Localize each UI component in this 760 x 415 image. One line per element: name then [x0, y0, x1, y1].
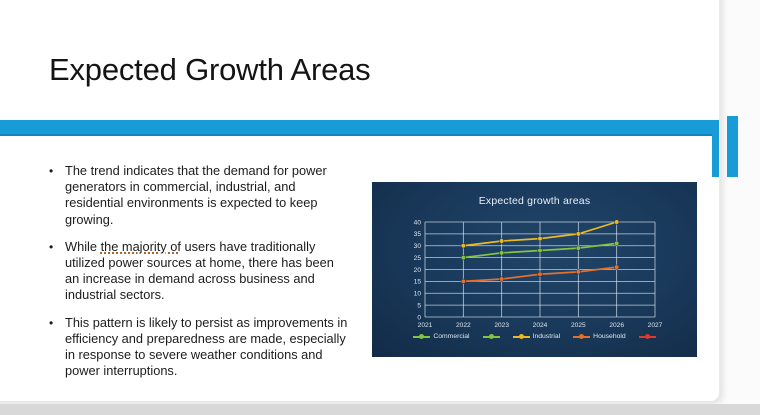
svg-text:25: 25 [414, 255, 422, 262]
bullet-item: While the majority of users have traditi… [48, 239, 351, 304]
legend-item [482, 334, 500, 339]
svg-text:2025: 2025 [571, 322, 586, 329]
svg-text:2027: 2027 [648, 322, 663, 329]
legend-marker-icon [413, 334, 431, 339]
chart-legend: Commercial Industrial Household [372, 333, 697, 340]
svg-text:35: 35 [414, 231, 422, 238]
svg-text:2024: 2024 [533, 322, 548, 329]
bullet-list: The trend indicates that the demand for … [48, 163, 351, 390]
svg-text:2026: 2026 [609, 322, 624, 329]
svg-text:10: 10 [414, 291, 422, 298]
bullet-item: The trend indicates that the demand for … [48, 163, 351, 228]
accent-bar-hook [712, 120, 719, 177]
legend-marker-icon [638, 334, 656, 339]
svg-text:5: 5 [417, 302, 421, 309]
accent-bar-vertical [727, 116, 738, 177]
bullet-text-pre: While [65, 238, 101, 254]
legend-label: Industrial [532, 333, 561, 340]
bullet-text: This pattern is likely to persist as imp… [65, 314, 348, 379]
legend-marker-icon [482, 334, 500, 339]
chart-title: Expected growth areas [478, 195, 591, 207]
bullet-text: The trend indicates that the demand for … [65, 163, 327, 227]
svg-text:15: 15 [414, 279, 422, 286]
page-title: Expected Growth Areas [49, 52, 371, 87]
legend-label: Household [593, 333, 626, 340]
legend-item [638, 334, 656, 339]
svg-text:2022: 2022 [456, 322, 471, 329]
svg-text:0: 0 [417, 314, 421, 321]
bullet-item: This pattern is likely to persist as imp… [48, 315, 351, 380]
canvas-bottom-strip [0, 404, 760, 415]
accent-bar-horizontal [0, 120, 719, 136]
legend-marker-icon [573, 334, 591, 339]
svg-text:20: 20 [414, 267, 422, 274]
legend-item: Household [573, 333, 626, 340]
legend-marker-icon [512, 334, 530, 339]
chart-image: Expected growth areas 0 5 10 15 20 25 30 35 40 20… [372, 182, 697, 357]
legend-label: Commercial [433, 333, 470, 340]
svg-text:2021: 2021 [418, 322, 433, 329]
svg-text:40: 40 [414, 219, 422, 226]
legend-item: Commercial [413, 333, 470, 340]
grammar-underlined-text: the majority of [100, 238, 181, 254]
svg-text:2023: 2023 [494, 322, 509, 329]
legend-item: Industrial [512, 333, 561, 340]
svg-text:30: 30 [414, 243, 422, 250]
bullet-text-post: users have traditionally utilized power … [65, 238, 334, 303]
